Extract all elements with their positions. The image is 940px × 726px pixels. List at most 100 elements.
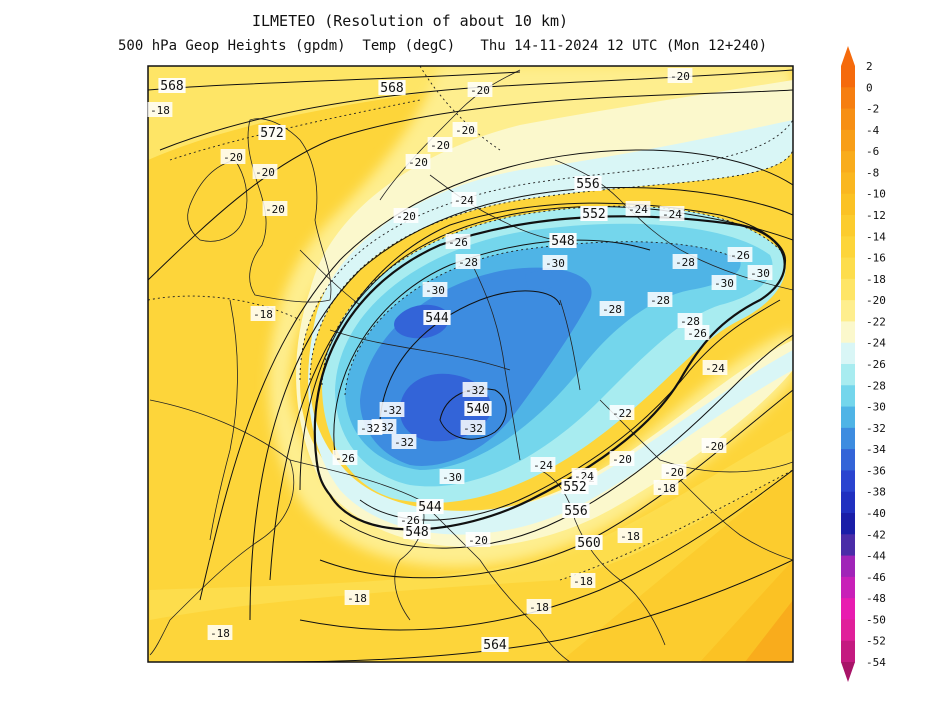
temperature-label: -24 xyxy=(454,194,474,207)
temperature-label-bg xyxy=(677,313,703,328)
temperature-label: -26 xyxy=(400,514,420,527)
temperature-label-bg xyxy=(711,275,737,290)
geopotential-label: 560 xyxy=(577,536,600,551)
colorbar-label: -12 xyxy=(866,209,886,222)
temperature-label: -22 xyxy=(612,407,632,420)
temperature-label-bg xyxy=(609,405,635,420)
geopotential-label: 556 xyxy=(564,504,587,519)
temperature-label: -18 xyxy=(253,308,273,321)
colorbar-swatch xyxy=(841,491,855,514)
colorbar-swatch xyxy=(841,151,855,174)
temperature-label: -20 xyxy=(255,166,275,179)
temperature-label: -32 xyxy=(360,422,380,435)
temperature-label: -26 xyxy=(687,327,707,340)
temperature-label-bg xyxy=(397,512,423,527)
colorbar-swatch xyxy=(841,108,855,131)
geopotential-label-bg xyxy=(464,401,492,416)
geopotential-label-bg xyxy=(561,479,589,494)
temperature-label-bg xyxy=(393,208,419,223)
colorbar-swatch xyxy=(841,555,855,578)
temperature-label-bg xyxy=(262,201,288,216)
colorbar-swatch xyxy=(841,427,855,450)
colorbar-label: -18 xyxy=(866,273,886,286)
colorbar-label: -52 xyxy=(866,635,886,648)
colorbar-label: -50 xyxy=(866,613,886,626)
temperature-label: -28 xyxy=(650,294,670,307)
temperature-label: -30 xyxy=(545,257,565,270)
temperature-label: -20 xyxy=(265,203,285,216)
temperature-label: -26 xyxy=(335,452,355,465)
colorbar-swatch xyxy=(841,406,855,429)
temperature-label: -20 xyxy=(664,466,684,479)
temperature-label: -32 xyxy=(394,436,414,449)
temperature-label: -30 xyxy=(714,277,734,290)
temperature-label-bg xyxy=(526,599,552,614)
temperature-label: -20 xyxy=(223,151,243,164)
temperature-label-bg xyxy=(702,360,728,375)
temperature-label-bg xyxy=(542,255,568,270)
colorbar-label: -42 xyxy=(866,528,886,541)
colorbar-label: -10 xyxy=(866,188,886,201)
temperature-label: -28 xyxy=(675,256,695,269)
geopotential-label-bg xyxy=(423,310,451,325)
temperature-label-bg xyxy=(427,137,453,152)
colorbar-label: -28 xyxy=(866,379,886,392)
temperature-label-bg xyxy=(684,325,710,340)
colorbar-swatch xyxy=(841,215,855,237)
temperature-label-bg xyxy=(727,247,753,262)
colorbar-label: -34 xyxy=(866,443,886,456)
temperature-label-bg xyxy=(422,282,448,297)
colorbar-label: -40 xyxy=(866,507,886,520)
temperature-label: -20 xyxy=(408,156,428,169)
colorbar-top-arrow xyxy=(841,46,855,66)
geopotential-label: 548 xyxy=(405,525,428,540)
geopotential-label-bg xyxy=(575,535,603,550)
colorbar-swatch xyxy=(841,619,855,642)
colorbar-bottom-arrow xyxy=(841,662,855,682)
colorbar-label: -20 xyxy=(866,294,886,307)
colorbar-label: -6 xyxy=(866,145,879,158)
temperature-label-bg xyxy=(391,434,417,449)
temperature-label: -30 xyxy=(750,267,770,280)
geopotential-label-bg xyxy=(403,524,431,539)
temperature-label-bg xyxy=(570,573,596,588)
temperature-label: -18 xyxy=(656,482,676,495)
temperature-label-bg xyxy=(445,234,471,249)
temperature-field xyxy=(148,66,793,662)
colorbar-swatch xyxy=(841,364,855,386)
temperature-label: -20 xyxy=(704,440,724,453)
colorbar-label: -22 xyxy=(866,315,886,328)
colorbar-swatch xyxy=(841,449,855,472)
temperature-label-bg xyxy=(659,206,685,221)
temperature-label: -18 xyxy=(573,575,593,588)
temperature-label: -28 xyxy=(458,256,478,269)
temperature-label: -32 xyxy=(465,384,485,397)
temperature-label-bg xyxy=(455,254,481,269)
temperature-colorbar: 2 0 -2 -4 -6 -8 -10 -12 -14 -16 -18 -20 -22 -24 -26 -28… xyxy=(841,46,886,682)
colorbar-label: -14 xyxy=(866,230,886,243)
map-frame xyxy=(147,65,794,663)
geopotential-label-bg xyxy=(416,499,444,514)
colorbar-swatch xyxy=(841,640,855,663)
colorbar-label: -38 xyxy=(866,486,886,499)
geopotential-label-bg xyxy=(481,637,509,652)
temperature-label: -18 xyxy=(150,104,170,117)
colorbar-label: -48 xyxy=(866,592,886,605)
temperature-label-bg xyxy=(220,149,246,164)
temperature-label: -20 xyxy=(612,453,632,466)
colorbar-swatch xyxy=(841,278,855,301)
geopotential-label-bg xyxy=(549,233,577,248)
temperature-label-bg xyxy=(344,590,370,605)
temperature-label-bg xyxy=(332,450,358,465)
colorbar-label: -32 xyxy=(866,422,886,435)
temperature-label-bg xyxy=(530,457,556,472)
map-title: ILMETEO (Resolution of about 10 km) xyxy=(251,12,569,30)
temperature-label-bg xyxy=(617,528,643,543)
temperature-label-bg xyxy=(462,382,488,397)
temperature-label: -32 xyxy=(382,404,402,417)
temperature-label-bg xyxy=(701,438,727,453)
colorbar-swatch xyxy=(841,342,855,365)
colorbar-label: -8 xyxy=(866,166,879,179)
temperature-label: -18 xyxy=(620,530,640,543)
